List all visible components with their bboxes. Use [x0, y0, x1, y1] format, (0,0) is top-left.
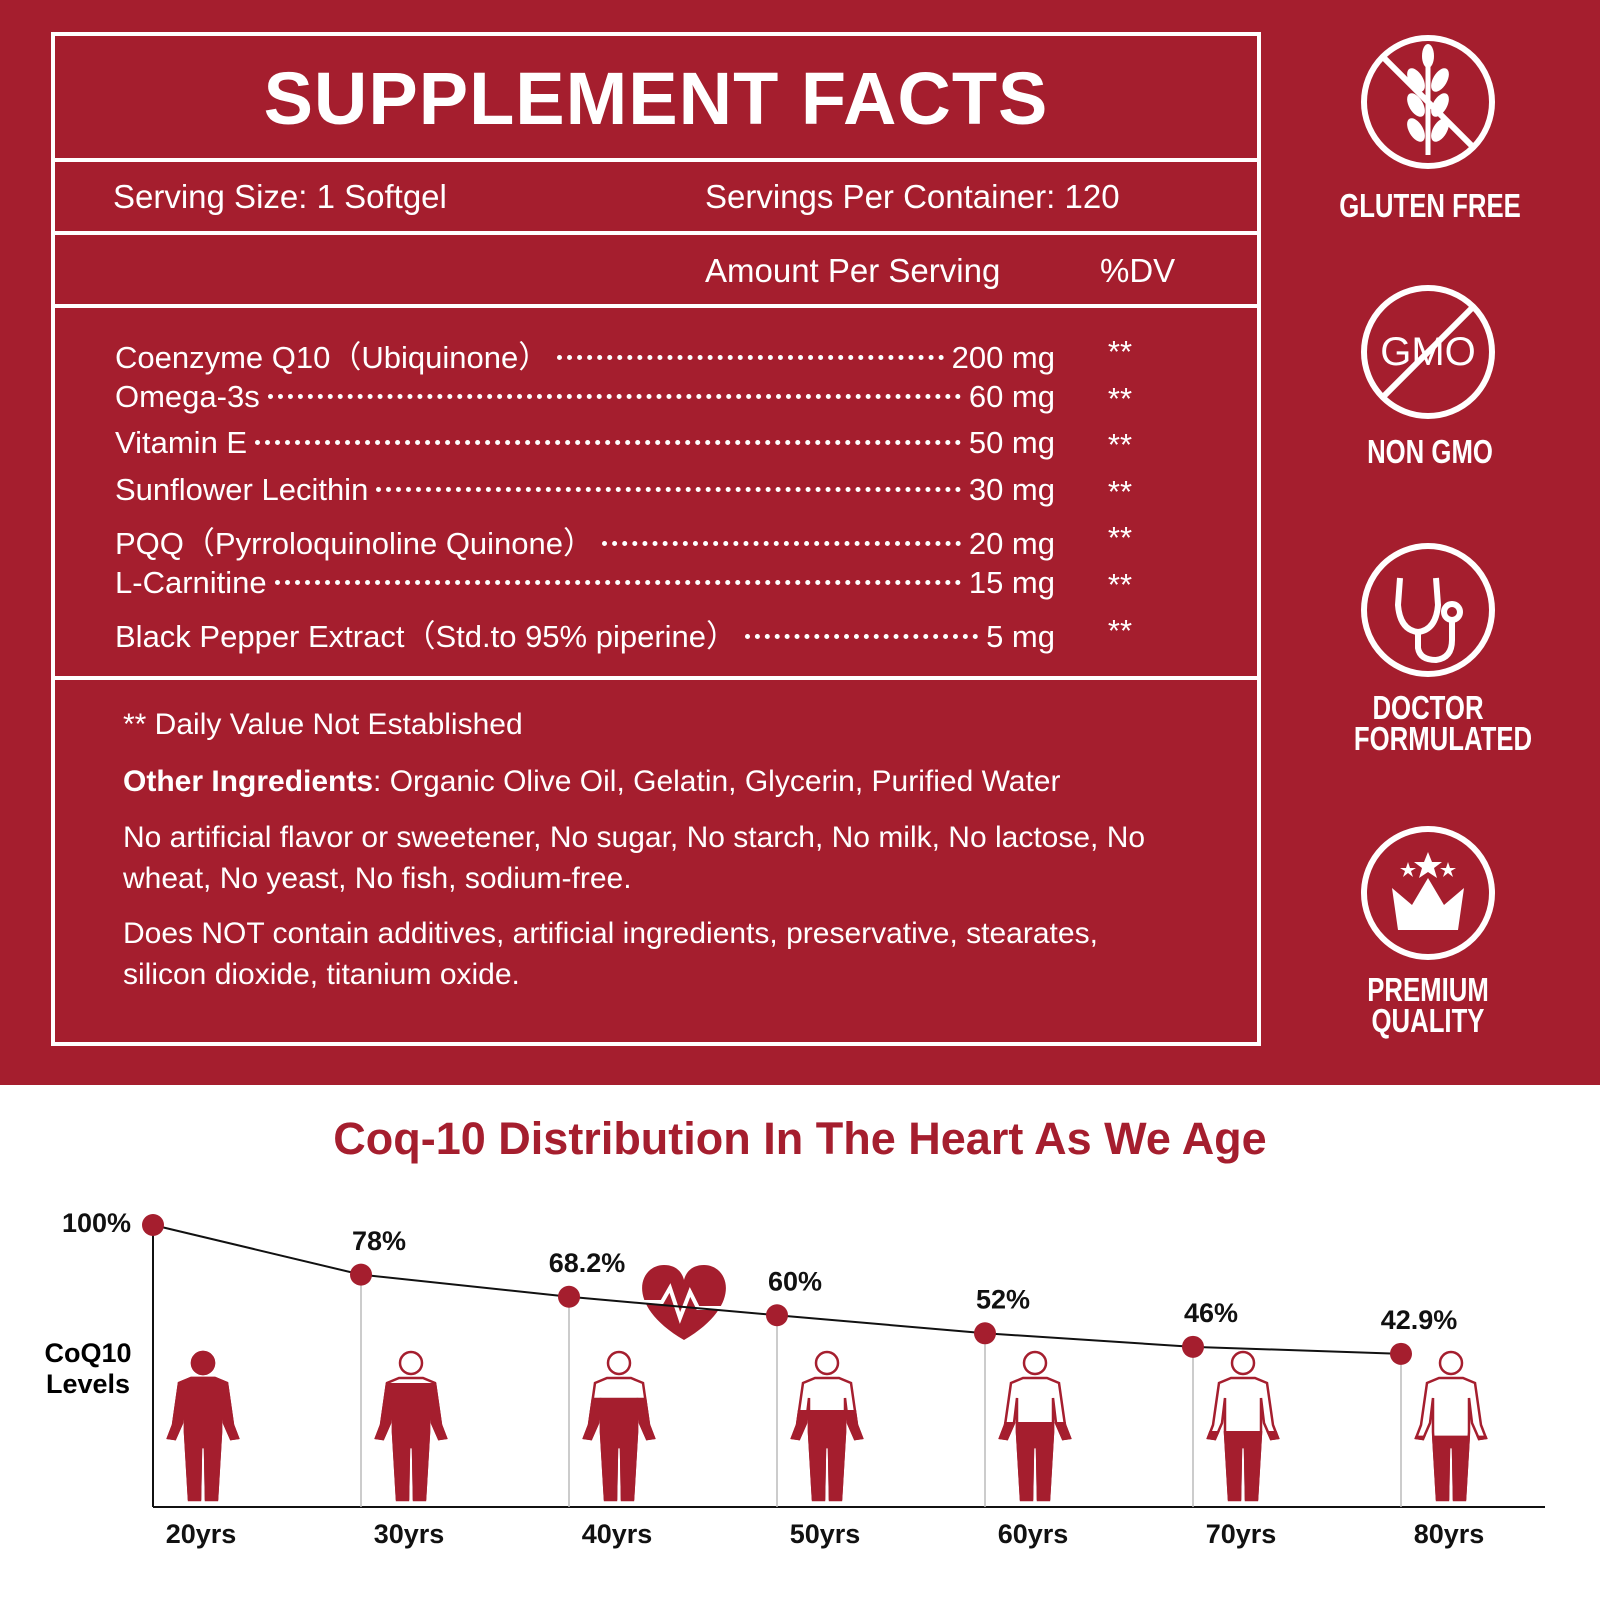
ingredient-row: Coenzyme Q10（Ubiquinone） 200 mg [115, 332, 1055, 377]
divider [55, 231, 1257, 235]
dot-leader [376, 486, 961, 492]
badge-label: GLUTEN FREE [1339, 187, 1521, 224]
ingredient-name: L-Carnitine [115, 564, 267, 600]
dv-header: %DV [1100, 252, 1176, 289]
value-label: 60% [768, 1266, 822, 1296]
chart: Coq-10 Distribution In The Heart As We A… [62, 1113, 1545, 1549]
gluten-icon [1361, 35, 1495, 169]
dot-leader [274, 579, 961, 585]
person-fill [166, 1350, 240, 1500]
ingredient-amount: 60 mg [968, 378, 1055, 414]
ingredient-row: L-Carnitine 15 mg [115, 565, 1055, 601]
dot-leader [255, 440, 961, 445]
supplement-panel: SUPPLEMENT FACTS Serving Size: 1 Softgel… [0, 0, 1600, 1085]
ingredient-amount: 5 mg [986, 619, 1055, 654]
data-point [974, 1322, 996, 1345]
ingredient-name: Vitamin E [115, 425, 248, 460]
other-text: : Organic Olive Oil, Gelatin, Glycerin, … [373, 765, 1061, 798]
dot-leader [557, 355, 944, 360]
ingredient-dv: ** [1107, 334, 1133, 369]
divider [55, 676, 1257, 680]
ingredient-dv: ** [1107, 613, 1133, 648]
badge-label: NON GMO [1367, 433, 1493, 470]
x-tick-label: 50yrs [790, 1519, 861, 1549]
servings-per-container: Servings Per Container: 120 [705, 178, 1120, 215]
x-tick-label: 30yrs [374, 1519, 445, 1549]
divider [55, 304, 1257, 308]
data-point [558, 1285, 580, 1308]
dot-leader [602, 541, 961, 546]
ingredient-amount: 200 mg [951, 340, 1055, 375]
other-label: Other Ingredients [123, 765, 374, 798]
y-axis-label: CoQ10 Levels [44, 1338, 132, 1399]
data-point [1182, 1335, 1204, 1358]
footnote: ** Daily Value Not Established [123, 708, 523, 741]
doctor-icon [1361, 543, 1495, 677]
ingredient-dv: ** [1107, 566, 1133, 602]
ingredient-dv: ** [1107, 520, 1133, 555]
ingredient-row: Black Pepper Extract（Std.to 95% piperine… [115, 611, 1055, 656]
x-tick-label: 20yrs [166, 1519, 237, 1549]
value-label: 46% [1184, 1298, 1238, 1328]
x-tick-label: 40yrs [582, 1519, 653, 1549]
free-from: No artificial flavor or sweetener, No su… [123, 821, 1146, 895]
ingredient-name: Black Pepper Extract（Std.to 95% piperine… [115, 619, 738, 654]
facts-title: SUPPLEMENT FACTS [263, 57, 1049, 140]
serving-size: Serving Size: 1 Softgel [113, 178, 447, 215]
data-point [142, 1214, 164, 1236]
premium-icon [1361, 826, 1495, 960]
ingredient-name: Omega-3s [115, 378, 260, 414]
dot-leader [745, 634, 979, 639]
ingredient-name: Coenzyme Q10（Ubiquinone） [115, 340, 550, 375]
amount-header: Amount Per Serving [705, 252, 1001, 289]
badge-label: PREMIUM QUALITY [1367, 971, 1489, 1039]
ingredient-name: Sunflower Lecithin [115, 471, 369, 507]
x-tick-label: 60yrs [998, 1519, 1069, 1549]
badge-icons: GMO [1361, 35, 1495, 960]
dot-leader [267, 393, 961, 399]
ingredient-dv: ** [1107, 473, 1133, 509]
person-outline [1414, 1350, 1488, 1502]
other-ingredients: Other Ingredients: Organic Olive Oil, Ge… [123, 761, 1203, 802]
ingredient-amount: 20 mg [968, 526, 1055, 561]
gmo-icon-text: GMO [1380, 330, 1476, 374]
chart-title: Coq-10 Distribution In The Heart As We A… [333, 1113, 1266, 1164]
data-point [766, 1304, 788, 1327]
does-not-contain: Does NOT contain additives, artificial i… [123, 917, 1098, 991]
ingredient-dv: ** [1107, 380, 1133, 416]
value-label: 78% [352, 1226, 406, 1256]
ingredient-row: Sunflower Lecithin 30 mg [115, 472, 1055, 508]
divider [55, 158, 1257, 162]
ingredient-amount: 15 mg [968, 564, 1055, 600]
badge-label: DOCTOR FORMULATED [1353, 689, 1533, 757]
value-label: 100% [62, 1208, 131, 1238]
data-point [1390, 1342, 1412, 1365]
ingredient-name: PQQ（Pyrroloquinoline Quinone） [115, 526, 595, 561]
gmo-icon [1361, 285, 1495, 419]
heart-icon [642, 1265, 726, 1340]
ingredient-row: Omega-3s 60 mg [115, 379, 1055, 415]
ingredient-dv: ** [1107, 427, 1133, 462]
value-label: 52% [976, 1284, 1030, 1314]
value-label: 42.9% [1381, 1305, 1458, 1335]
person-shape [166, 1350, 240, 1500]
x-tick-label: 70yrs [1206, 1519, 1277, 1549]
x-tick-label: 80yrs [1414, 1519, 1485, 1549]
ingredient-row: Vitamin E 50 mg [115, 425, 1055, 461]
value-label: 68.2% [549, 1248, 626, 1278]
ingredient-row: PQQ（Pyrroloquinoline Quinone） 20 mg [115, 518, 1055, 563]
data-point [350, 1263, 372, 1286]
ingredient-amount: 50 mg [968, 425, 1055, 460]
facts-box: SUPPLEMENT FACTS Serving Size: 1 Softgel… [51, 32, 1261, 1046]
person-outline [1206, 1350, 1280, 1502]
ingredient-amount: 30 mg [968, 471, 1055, 507]
